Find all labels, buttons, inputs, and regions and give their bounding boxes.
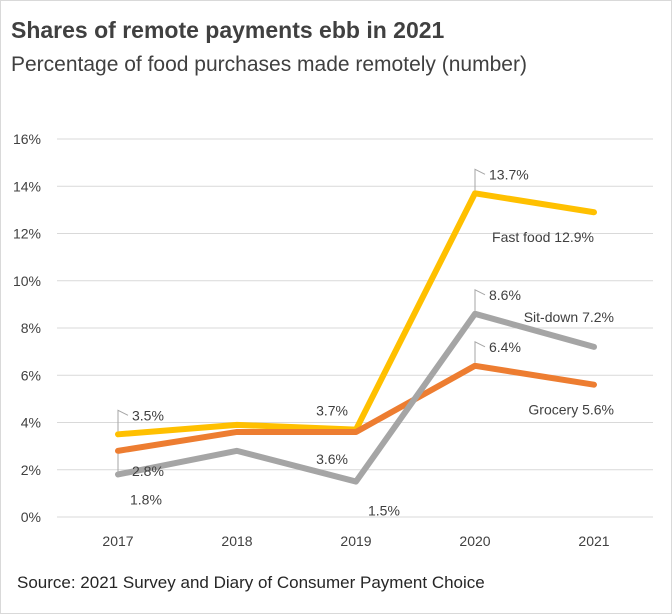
y-tick-label: 2%	[21, 462, 41, 478]
series-line-grocery	[115, 362, 597, 454]
chart-title: Shares of remote payments ebb in 2021	[11, 17, 445, 43]
y-tick-label: 12%	[13, 226, 41, 242]
data-label: 1.5%	[368, 503, 400, 519]
chart-subtitle: Percentage of food purchases made remote…	[11, 53, 527, 76]
y-tick-label: 10%	[13, 273, 41, 289]
y-tick-label: 6%	[21, 367, 41, 383]
data-label: 6.4%	[489, 339, 521, 355]
label-leader-line	[474, 168, 486, 191]
data-label: 8.6%	[489, 287, 521, 303]
data-label: 3.6%	[316, 451, 348, 467]
data-label: Sit-down 7.2%	[524, 309, 614, 325]
data-label: 3.5%	[132, 407, 164, 423]
x-tick-label: 2021	[578, 533, 609, 549]
data-label: Fast food 12.9%	[492, 229, 594, 245]
data-label: 1.8%	[130, 491, 162, 507]
y-tick-label: 16%	[13, 131, 41, 147]
y-tick-label: 8%	[21, 320, 41, 336]
y-tick-label: 4%	[21, 415, 41, 431]
x-tick-label: 2017	[102, 533, 133, 549]
data-label: 2.8%	[132, 463, 164, 479]
data-label: 3.7%	[316, 403, 348, 419]
label-leader-line	[474, 340, 486, 363]
x-tick-label: 2018	[221, 533, 252, 549]
y-tick-label: 0%	[21, 509, 41, 525]
data-label: 13.7%	[489, 166, 529, 182]
x-tick-label: 2020	[459, 533, 490, 549]
y-tick-label: 14%	[13, 178, 41, 194]
label-leader-line	[117, 409, 129, 432]
data-label: Grocery 5.6%	[528, 402, 614, 418]
label-leader-line	[117, 453, 129, 477]
source-note: Source: 2021 Survey and Diary of Consume…	[17, 573, 485, 592]
label-leader-line	[474, 289, 486, 311]
x-tick-label: 2019	[340, 533, 371, 549]
series-line-sit-down	[115, 310, 597, 485]
